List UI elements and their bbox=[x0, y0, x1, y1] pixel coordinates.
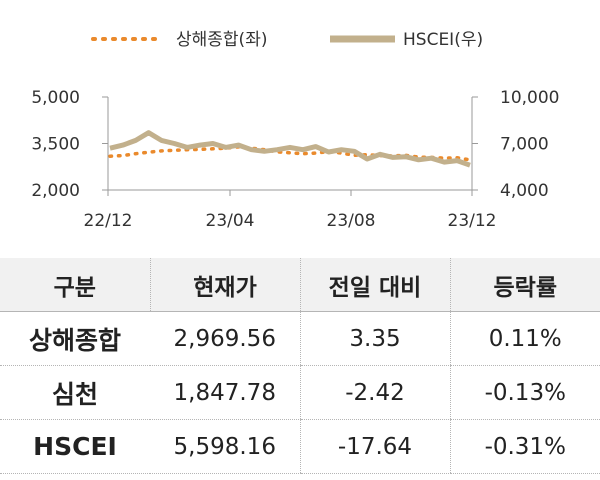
row-price: 5,598.16 bbox=[150, 419, 300, 474]
row-pct: 0.11% bbox=[449, 311, 600, 366]
x-tick-label: 23/12 bbox=[448, 211, 497, 231]
table-header-row: 구분 현재가 전일 대비 등락률 bbox=[0, 258, 600, 312]
chart-axes: 5,000 3,500 2,000 10,000 7,000 4,000 22/12 23/0… bbox=[31, 88, 559, 231]
y-left-tick-label: 3,500 bbox=[31, 135, 80, 155]
row-pct: -0.31% bbox=[449, 419, 600, 474]
row-name: 상해종합 bbox=[0, 311, 150, 366]
series-line-shanghai bbox=[108, 145, 472, 162]
table-row: 상해종합 2,969.56 3.35 0.11% bbox=[0, 311, 600, 366]
row-pct: -0.13% bbox=[449, 365, 600, 420]
row-name: HSCEI bbox=[0, 419, 150, 474]
x-tick-label: 23/08 bbox=[327, 211, 376, 231]
y-right-tick-label: 4,000 bbox=[500, 181, 549, 201]
header-pct: 등락률 bbox=[449, 258, 600, 312]
x-tick-label: 22/12 bbox=[84, 211, 133, 231]
y-right-tick-label: 10,000 bbox=[500, 88, 559, 108]
x-tick-label: 23/04 bbox=[206, 211, 255, 231]
row-name: 심천 bbox=[0, 365, 150, 420]
row-price: 2,969.56 bbox=[150, 311, 300, 366]
chart-series bbox=[108, 130, 472, 168]
row-change: 3.35 bbox=[299, 311, 450, 366]
header-category: 구분 bbox=[0, 258, 150, 312]
table-row: HSCEI 5,598.16 -17.64 -0.31% bbox=[0, 419, 600, 474]
series-line-hscei bbox=[109, 130, 471, 168]
index-quote-table: 구분 현재가 전일 대비 등락률 상해종합 2,969.56 3.35 0.11… bbox=[0, 258, 600, 474]
index-line-chart: 상해종합(좌) HSCEI(우) 5,000 3,500 2,000 10,000 7,… bbox=[31, 30, 559, 231]
row-price: 1,847.78 bbox=[150, 365, 300, 420]
y-right-tick-label: 7,000 bbox=[500, 135, 549, 155]
header-price: 현재가 bbox=[149, 258, 300, 312]
header-change: 전일 대비 bbox=[299, 258, 450, 312]
legend-label-hscei: HSCEI(우) bbox=[403, 30, 483, 50]
table-row: 심천 1,847.78 -2.42 -0.13% bbox=[0, 365, 600, 420]
row-change: -17.64 bbox=[299, 419, 450, 474]
legend-label-shanghai: 상해종합(좌) bbox=[176, 30, 267, 50]
chart-legend: 상해종합(좌) HSCEI(우) bbox=[91, 30, 483, 50]
row-change: -2.42 bbox=[299, 365, 450, 420]
y-left-tick-label: 2,000 bbox=[31, 181, 80, 201]
y-left-tick-label: 5,000 bbox=[31, 88, 80, 108]
